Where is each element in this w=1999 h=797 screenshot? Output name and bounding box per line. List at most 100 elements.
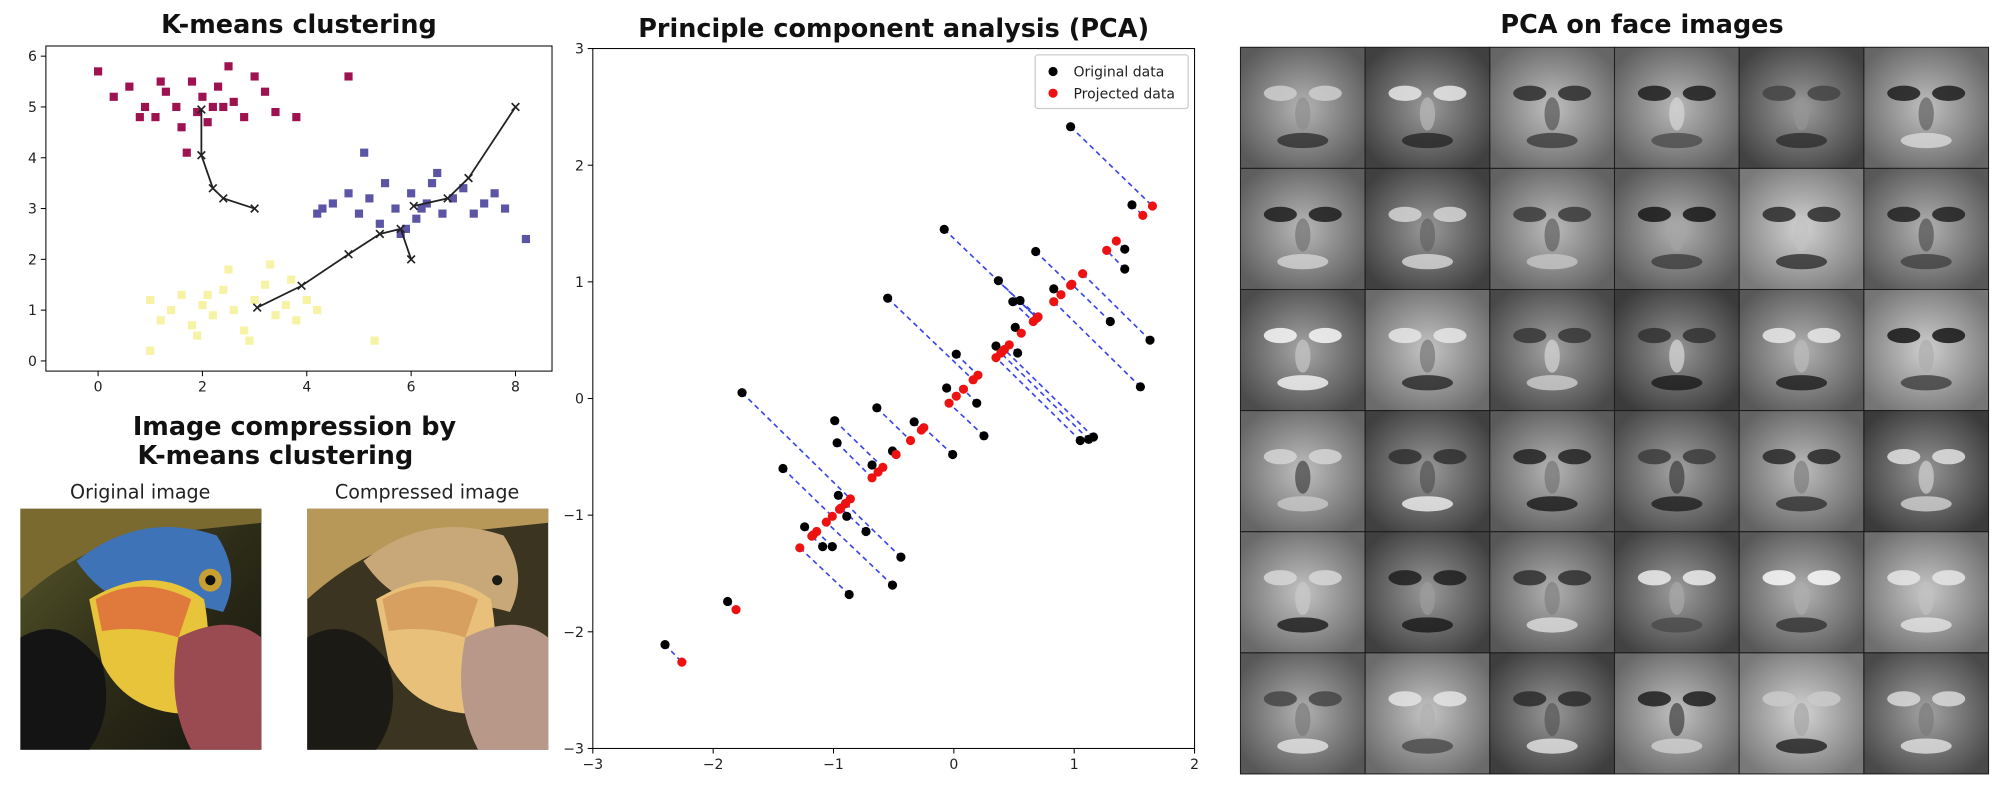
face-eye [1433,570,1467,586]
point [905,435,916,446]
face-nose [1669,460,1685,494]
face-mouth [1900,617,1952,633]
y-tick-label: −1 [563,508,584,524]
faces-title: PCA on face images [1500,10,1783,40]
point [1135,382,1145,392]
point [360,148,369,157]
face-nose [1295,460,1311,494]
face-nose [1918,702,1934,737]
face-eye [1558,448,1592,465]
face-eye [1932,570,1966,586]
point [1016,328,1026,338]
point [1066,122,1076,132]
point [224,62,233,71]
x-tick-label: 0 [94,379,103,395]
y-tick-label: 3 [28,202,37,218]
centroid-marker [297,281,306,291]
face-tile [1613,410,1740,533]
face-eye [1513,570,1547,586]
point [219,102,228,112]
face-eye [1932,206,1966,223]
projection-line [825,521,894,586]
point [1066,280,1076,290]
face-tile [1738,46,1865,169]
point [521,234,531,244]
point [991,353,1001,363]
point [229,97,238,106]
face-tile [1738,167,1865,291]
point [867,473,877,483]
face-tile [1364,410,1491,533]
point [203,290,212,299]
point [731,605,741,615]
face-eye [1558,327,1592,344]
face-tile [1863,652,1990,775]
legend-label: Original data [1073,65,1164,81]
face-eye [1682,570,1716,586]
centroid-marker [443,193,453,203]
point [151,113,160,122]
point [1138,210,1148,220]
face-mouth [1651,617,1703,633]
point [438,209,447,218]
point [250,72,259,81]
point [391,204,400,213]
face-tile [1364,167,1491,291]
point [861,526,871,537]
face-nose [1419,581,1436,615]
face-eye [1807,691,1841,707]
face-nose [1544,702,1560,737]
point [135,113,144,122]
point [827,511,837,521]
point [193,331,202,340]
point [370,336,379,345]
face-tile [1863,46,1990,169]
face-eye [1637,85,1671,101]
face-tile [1489,410,1616,533]
face-mouth [1526,738,1578,754]
face-eye [1433,206,1467,223]
centroid-marker [409,201,419,211]
face-mouth [1401,617,1453,633]
compression-title: K-means clustering [138,441,414,471]
legend-box [1034,54,1189,110]
point [979,431,989,441]
point [916,425,926,435]
face-nose [1544,581,1560,615]
face-eye [1388,570,1422,586]
face-eye [1308,327,1342,344]
face-eye [1263,327,1297,344]
point [1049,284,1059,294]
face-mouth [1776,132,1828,149]
point [827,542,837,552]
point [1008,297,1018,307]
point [872,403,882,413]
point [883,293,893,303]
y-tick-label: 2 [28,252,37,268]
point [365,194,374,203]
face-eye [1433,691,1467,707]
point [354,209,364,218]
projection-line [1070,126,1154,207]
point [245,336,254,345]
point [844,589,854,600]
face-eye [1932,691,1966,707]
point [156,316,165,325]
face-nose [1793,339,1810,373]
face-tile [1489,46,1616,169]
legend-marker [1048,88,1058,98]
point [344,189,353,198]
point [193,107,202,117]
face-tile [1863,531,1990,654]
face-eye [1682,327,1716,344]
point [469,209,478,218]
face-mouth [1401,132,1453,149]
point [318,204,327,213]
face-eye [1558,206,1592,223]
centroid-marker [208,183,218,193]
face-tile [1863,410,1990,533]
point [313,209,322,218]
point [891,449,901,460]
face-eye [1637,691,1671,707]
